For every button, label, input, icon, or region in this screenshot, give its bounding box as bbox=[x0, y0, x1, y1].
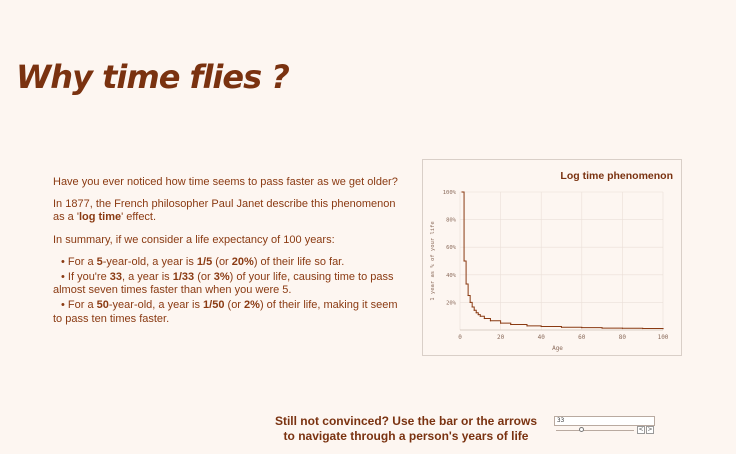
intro-p2-text-a: In 1877, the French philosopher Paul Jan… bbox=[53, 198, 396, 224]
hint-line-2: to navigate through a person's years of … bbox=[283, 429, 529, 443]
data-line bbox=[462, 191, 664, 329]
data-point bbox=[581, 327, 583, 329]
intro-paragraph-2: In 1877, the French philosopher Paul Jan… bbox=[53, 198, 398, 224]
intro-text: Have you ever noticed how time seems to … bbox=[53, 176, 398, 328]
bullet-list: • For a 5-year-old, a year is 1/5 (or 20… bbox=[53, 256, 398, 326]
age-value-display[interactable]: 33 bbox=[554, 416, 655, 426]
data-point bbox=[642, 327, 644, 330]
x-tick-label: 20 bbox=[497, 334, 505, 341]
data-point bbox=[461, 191, 463, 193]
navigation-hint: Still not convinced? Use the bar or the … bbox=[264, 414, 548, 444]
data-point bbox=[621, 327, 623, 329]
intro-p2-bold: log time bbox=[78, 211, 122, 224]
log-time-chart: Log time phenomenon 0 20 40 60 80 100 20% 40% 60… bbox=[422, 159, 682, 356]
data-point bbox=[465, 283, 467, 285]
data-point bbox=[471, 306, 473, 308]
data-point bbox=[463, 260, 465, 262]
data-point bbox=[477, 314, 479, 316]
data-point bbox=[540, 325, 542, 328]
data-point bbox=[467, 294, 469, 297]
data-point bbox=[510, 323, 512, 326]
data-point bbox=[473, 309, 475, 311]
data-point bbox=[489, 320, 492, 322]
hint-line-1: Still not convinced? Use the bar or the … bbox=[274, 414, 538, 428]
y-tick-label: 100% bbox=[443, 190, 457, 196]
y-tick-label: 60% bbox=[446, 245, 457, 251]
bullet-item: • For a 50-year-old, a year is 1/50 (or … bbox=[53, 299, 398, 325]
y-tick-label: 20% bbox=[446, 300, 457, 306]
x-tick-label: 100 bbox=[658, 334, 669, 341]
data-point bbox=[601, 327, 603, 329]
data-point bbox=[662, 328, 664, 330]
x-tick-label: 80 bbox=[619, 334, 627, 341]
data-point bbox=[469, 301, 471, 303]
age-slider-track[interactable] bbox=[556, 430, 634, 431]
x-axis-label: Age bbox=[552, 345, 563, 352]
page-title: Why time flies ? bbox=[16, 58, 290, 96]
x-tick-label: 60 bbox=[578, 334, 586, 341]
intro-p2-text-b: ' effect. bbox=[121, 211, 157, 224]
intro-paragraph-3: In summary, if we consider a life expect… bbox=[53, 233, 335, 246]
data-point bbox=[483, 317, 485, 320]
bullet-item: • For a 5-year-old, a year is 1/5 (or 20… bbox=[61, 255, 345, 268]
bullet-item: • If you're 33, a year is 1/33 (or 3%) o… bbox=[53, 271, 394, 297]
x-tick-label: 0 bbox=[458, 334, 462, 341]
next-year-button[interactable]: > bbox=[646, 426, 654, 434]
y-tick-label: 80% bbox=[446, 218, 457, 224]
chart-svg: 0 20 40 60 80 100 20% 40% 60% 80% 100% Age 1 year as… bbox=[430, 190, 669, 352]
chart-title: Log time phenomenon bbox=[560, 170, 673, 182]
intro-paragraph-1: Have you ever noticed how time seems to … bbox=[53, 176, 398, 188]
age-slider-thumb[interactable] bbox=[578, 427, 584, 432]
data-point bbox=[479, 315, 481, 317]
data-point bbox=[526, 325, 528, 327]
y-tick-label: 40% bbox=[446, 273, 457, 279]
data-point bbox=[560, 326, 563, 328]
data-point bbox=[475, 312, 477, 314]
y-axis-label: 1 year as % of your life bbox=[430, 221, 436, 300]
x-tick-label: 40 bbox=[538, 334, 546, 341]
prev-year-button[interactable]: < bbox=[637, 426, 645, 434]
data-point bbox=[500, 322, 502, 324]
